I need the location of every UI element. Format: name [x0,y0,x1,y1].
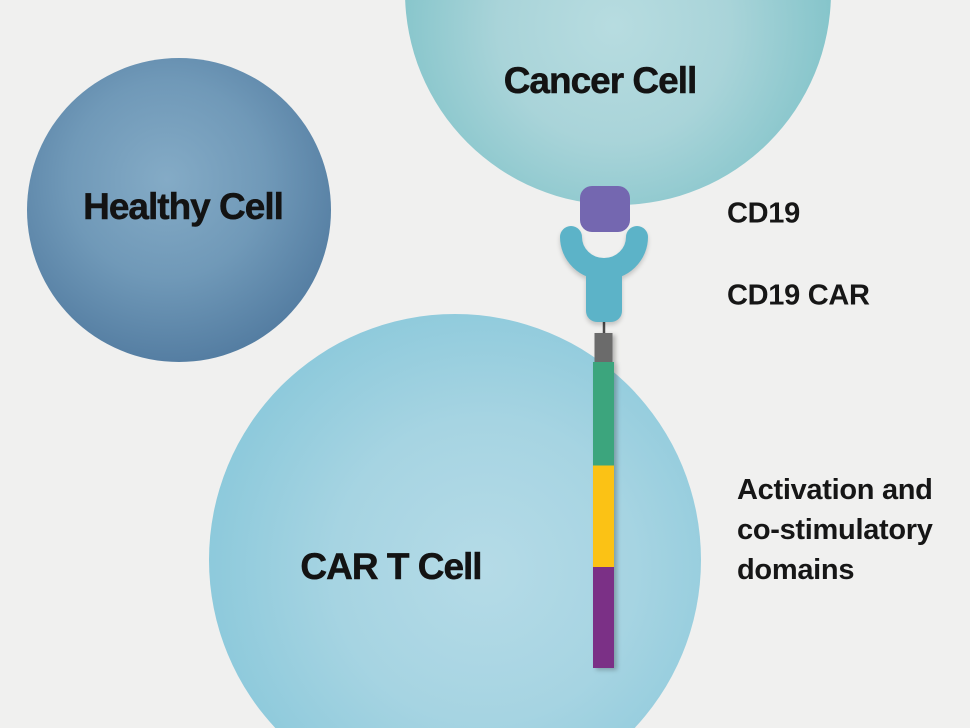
receptor-stem-shape [586,258,622,322]
activation-domains-label-line2: co-stimulatory [737,514,933,546]
activation-domain-green-shape [593,362,614,466]
activation-domains-label-line3: domains [737,554,855,586]
activation-domains-label-line1: Activation and [737,474,933,506]
healthy-cell-label: Healthy Cell [83,186,284,228]
cd19-antigen-shape [580,186,630,232]
cart-cell-circle [209,314,701,728]
cd19-label: CD19 [727,197,800,230]
costimulatory-domain-purple-shape [593,567,614,668]
transmembrane-segment-shape [594,333,613,362]
cd19-car-receptor-shape [560,226,648,322]
cart-cell-label: CAR T Cell [300,546,483,588]
intracellular-domain-bar [593,333,614,668]
costimulatory-domain-yellow-shape [593,465,614,567]
cancer-cell-label: Cancer Cell [503,60,697,102]
activation-domains-label: Activation and co-stimulatory domains [737,470,933,590]
cd19-car-label: CD19 CAR [727,279,870,312]
healthy-cell-circle [27,58,331,362]
